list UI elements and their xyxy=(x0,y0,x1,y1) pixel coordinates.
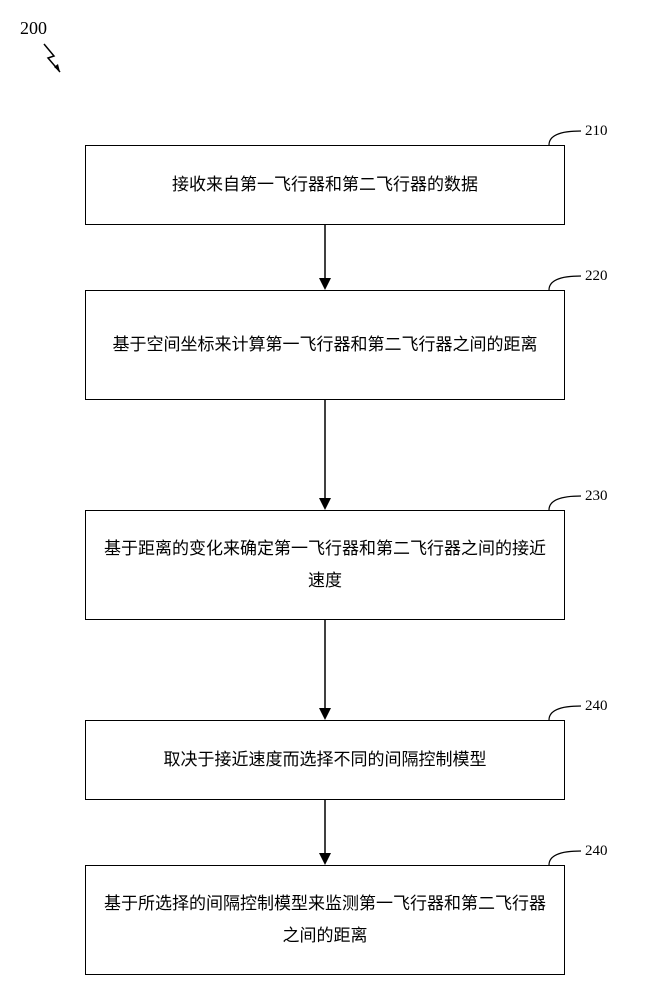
step-ref-number: 240 xyxy=(585,698,608,715)
flowchart-arrow-icon xyxy=(315,400,335,510)
ref-connector-icon xyxy=(547,849,583,865)
flowchart-step: 基于所选择的间隔控制模型来监测第一飞行器和第二飞行器之间的距离 xyxy=(85,865,565,975)
flowchart-step: 接收来自第一飞行器和第二飞行器的数据 xyxy=(85,145,565,225)
ref-connector-icon xyxy=(547,494,583,510)
step-ref-number: 210 xyxy=(585,123,608,140)
flowchart-arrow-icon xyxy=(315,620,335,720)
step-ref-number: 220 xyxy=(585,268,608,285)
step-ref-number: 240 xyxy=(585,843,608,860)
flowchart-step: 取决于接近速度而选择不同的间隔控制模型 xyxy=(85,720,565,800)
figure-number-arrow-icon xyxy=(40,42,74,80)
figure-number: 200 xyxy=(20,18,47,39)
ref-connector-icon xyxy=(547,274,583,290)
flowchart-arrow-icon xyxy=(315,225,335,290)
flowchart-canvas: 200 接收来自第一飞行器和第二飞行器的数据 210 基于空间坐标来计算第一飞行器和第… xyxy=(0,0,650,1000)
flowchart-step: 基于空间坐标来计算第一飞行器和第二飞行器之间的距离 xyxy=(85,290,565,400)
step-ref-number: 230 xyxy=(585,488,608,505)
flowchart-arrow-icon xyxy=(315,800,335,865)
ref-connector-icon xyxy=(547,704,583,720)
ref-connector-icon xyxy=(547,129,583,145)
flowchart-step: 基于距离的变化来确定第一飞行器和第二飞行器之间的接近速度 xyxy=(85,510,565,620)
